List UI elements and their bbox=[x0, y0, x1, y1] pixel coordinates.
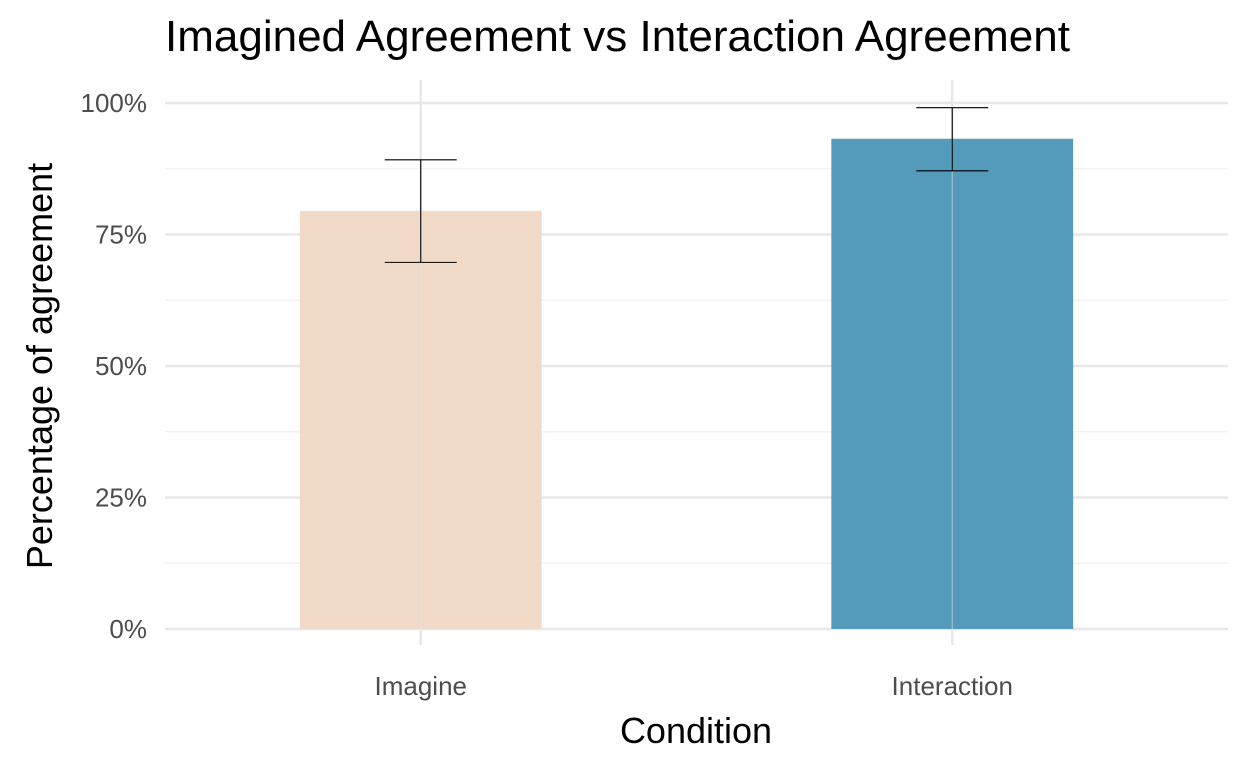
x-axis-title: Condition bbox=[620, 710, 772, 751]
x-tick-label: Interaction bbox=[892, 671, 1013, 701]
y-tick-label: 25% bbox=[95, 483, 147, 513]
bars bbox=[299, 80, 1074, 645]
y-tick-label: 100% bbox=[81, 88, 148, 118]
y-tick-label: 50% bbox=[95, 351, 147, 381]
axes: 0% 25% 50% 75% 100% Imagine Interaction bbox=[81, 88, 1013, 701]
x-tick-label: Imagine bbox=[375, 671, 468, 701]
y-tick-label: 0% bbox=[109, 614, 147, 644]
y-tick-label: 75% bbox=[95, 220, 147, 250]
y-axis-title: Percentage of agreement bbox=[19, 163, 60, 569]
chart-title: Imagined Agreement vs Interaction Agreem… bbox=[165, 12, 1070, 61]
